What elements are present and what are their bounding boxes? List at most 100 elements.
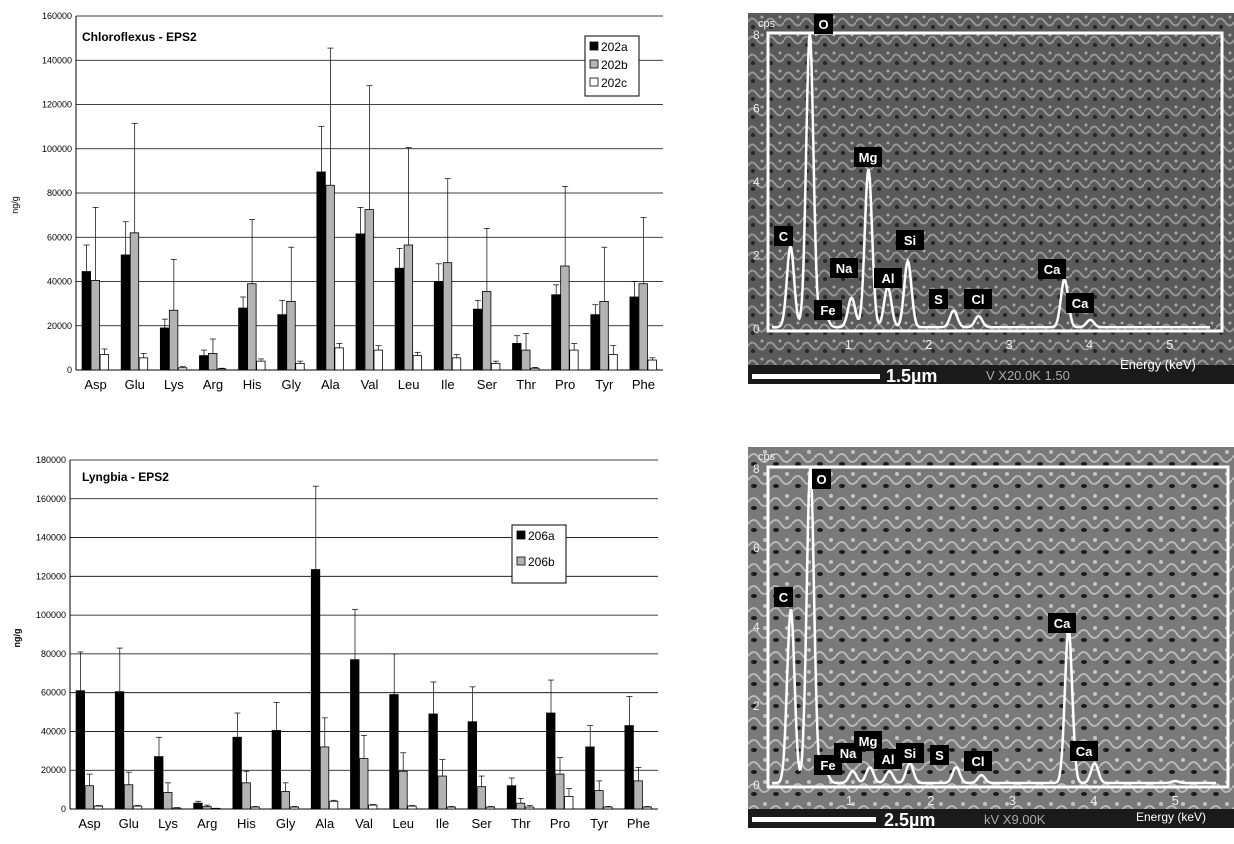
cps-tick-label: 0 (753, 778, 760, 792)
x-category-label: Leu (398, 377, 420, 392)
peak-label-Cl: Cl (972, 754, 985, 769)
bar-202c-Ile (451, 357, 462, 371)
peak-label-Ca: Ca (1072, 296, 1089, 311)
y-tick-label: 60000 (47, 232, 72, 242)
energy-tick-label: 5 (1172, 793, 1179, 808)
bar-202b-Phe (638, 283, 648, 371)
bar-202c-Ala (334, 347, 344, 371)
bar-202b-Lys (168, 309, 179, 371)
energy-tick-label: 4 (1090, 793, 1097, 808)
bar-206b-Asp (84, 785, 94, 810)
bar-series2-His (250, 806, 260, 810)
peak-label-box (812, 469, 831, 489)
legend-swatch (589, 59, 599, 69)
peak-label-box (874, 749, 902, 769)
bar-206a-Arg (193, 802, 203, 810)
peak-label-Na: Na (836, 261, 853, 276)
cps-tick-label: 6 (753, 102, 760, 116)
energy-tick-label: 3 (1005, 337, 1012, 352)
legend-swatch (516, 530, 526, 540)
bar-202a-Ser (472, 308, 483, 371)
bar-206a-Leu (389, 694, 399, 810)
bar-202b-Ser (481, 291, 492, 371)
x-category-label: Ile (436, 816, 450, 831)
bar-206b-Phe (633, 780, 643, 810)
bar-202b-Arg (208, 353, 218, 371)
energy-tick-label: 3 (1009, 793, 1016, 808)
peak-label-S: S (935, 748, 944, 763)
y-tick-label: 80000 (47, 188, 72, 198)
x-category-label: Pro (555, 377, 575, 392)
bar-206b-Ala (319, 746, 330, 810)
energy-axis-label: Energy (keV) (1120, 357, 1196, 372)
x-category-label: Tyr (595, 377, 614, 392)
peak-label-C: C (779, 229, 789, 244)
y-axis-label: ng/g (10, 196, 20, 214)
y-tick-label: 40000 (41, 726, 66, 736)
peak-label-box (830, 258, 858, 278)
peak-label-Si: Si (904, 746, 916, 761)
peak-label-Al: Al (882, 752, 895, 767)
bar-202a-Leu (394, 267, 405, 371)
bar-206a-Phe (624, 725, 634, 810)
peak-label-box (1038, 259, 1066, 279)
bar-202c-Val (373, 349, 383, 371)
bar-series2-Ser (485, 806, 496, 810)
bar-202b-Glu (129, 232, 140, 371)
bar-202b-Ile (442, 262, 453, 371)
y-tick-label: 40000 (47, 277, 72, 287)
legend-label: 206a (528, 529, 555, 543)
x-category-label: Ser (471, 816, 492, 831)
cps-tick-label: 2 (753, 249, 760, 263)
peak-label-Al: Al (882, 271, 895, 286)
bar-202b-Gly (286, 301, 296, 371)
cps-tick-label: 4 (753, 175, 760, 189)
spectrum-frame (766, 465, 1230, 789)
bar-202a-Glu (120, 254, 131, 371)
spectrum-frame (766, 31, 1224, 333)
bar-202c-Asp (99, 354, 109, 371)
sem-footer: kV X9.00K (984, 812, 1046, 827)
cps-tick-label: 8 (753, 28, 760, 42)
x-category-label: Asp (84, 377, 106, 392)
x-category-label: Thr (516, 377, 536, 392)
bar-202c-Ser (490, 362, 501, 371)
bar-202c-Tyr (608, 354, 618, 371)
x-category-label: His (243, 377, 262, 392)
bar-202a-Pro (551, 294, 561, 371)
chart-legend: 206a 206b (511, 524, 567, 584)
bar-202a-Ala (316, 171, 326, 371)
bar-206b-Glu (123, 784, 134, 810)
cps-tick-label: 0 (753, 322, 760, 336)
energy-axis-label: Energy (keV) (1136, 810, 1206, 824)
x-category-label: Gly (281, 377, 301, 392)
x-category-label: Glu (119, 816, 139, 831)
energy-tick-label: 2 (927, 793, 934, 808)
peak-label-box (896, 230, 924, 250)
bar-202b-His (247, 283, 257, 371)
cps-tick-label: 4 (753, 620, 760, 634)
bar-206b-Leu (398, 770, 408, 810)
y-tick-label: 140000 (42, 55, 72, 65)
y-tick-label: 120000 (36, 571, 66, 581)
peak-label-S: S (934, 292, 943, 307)
scale-bar (752, 374, 880, 379)
bar-202a-Asp (81, 271, 91, 371)
bar-202a-Phe (629, 296, 639, 371)
y-tick-label: 80000 (41, 649, 66, 659)
x-category-label: His (237, 816, 256, 831)
bar-206b-Tyr (594, 790, 604, 810)
x-category-label: Val (361, 377, 379, 392)
y-axis-label: ng/g (12, 629, 22, 648)
x-category-label: Glu (125, 377, 145, 392)
energy-tick-label: 4 (1086, 337, 1093, 352)
scale-bar-label: 1.5µm (886, 366, 937, 384)
bar-series2-Asp (93, 805, 103, 810)
bar-series2-Phe (642, 806, 652, 810)
x-category-label: Arg (203, 377, 223, 392)
y-tick-label: 120000 (42, 100, 72, 110)
peak-label-Si: Si (904, 233, 916, 248)
bar-202a-Val (355, 233, 365, 371)
bar-series2-Tyr (603, 806, 613, 810)
bar-202a-Arg (199, 355, 209, 371)
